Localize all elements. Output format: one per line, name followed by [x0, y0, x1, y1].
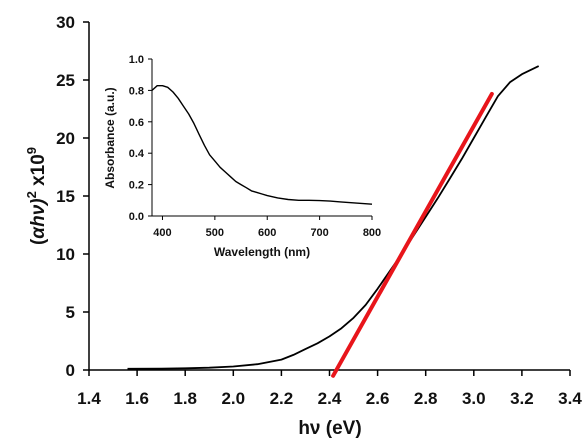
main-linear-fit-line [331, 91, 494, 378]
main-y-tick-label: 15 [56, 187, 75, 206]
inset-plot: 400 500 600 700 800 0.0 0.2 0.4 0.6 0.8 1.0 Wavel… [103, 54, 381, 259]
inset-x-tick-label: 800 [363, 227, 381, 239]
main-y-tick-label: 20 [56, 129, 75, 148]
main-x-tick-label: 2.4 [318, 389, 342, 408]
inset-y-tick-label: 0.4 [129, 148, 145, 160]
main-x-ticks: 1.4 1.6 1.8 2.0 2.2 2.4 2.6 2.8 3.0 3.2 3.4 [77, 370, 582, 408]
main-plot: 1.4 1.6 1.8 2.0 2.2 2.4 2.6 2.8 3.0 3.2 3.4 0 5 10 15… [24, 13, 582, 439]
main-x-tick-label: 3.2 [510, 389, 534, 408]
main-y-axis-title: (αhν)2 x109 [24, 147, 49, 245]
inset-series [151, 84, 373, 205]
main-x-axis-title: hν (eV) [298, 418, 361, 439]
inset-x-tick-label: 700 [310, 227, 328, 239]
main-y-ticks: 0 5 10 15 20 25 30 [56, 13, 89, 380]
main-x-tick-label: 2.6 [366, 389, 390, 408]
inset-y-ticks: 0.0 0.2 0.4 0.6 0.8 1.0 [129, 54, 152, 223]
main-series-line [127, 65, 540, 370]
inset-y-tick-label: 0.0 [129, 211, 144, 223]
inset-y-axis-title: Absorbance (a.u.) [103, 87, 117, 188]
main-x-tick-label: 3.4 [558, 389, 582, 408]
inset-x-tick-label: 400 [153, 227, 171, 239]
main-y-tick-label: 30 [56, 13, 75, 32]
inset-x-ticks: 400 500 600 700 800 [153, 216, 381, 239]
main-y-tick-label: 0 [66, 361, 75, 380]
inset-y-tick-label: 0.2 [129, 180, 144, 192]
inset-series-line [151, 84, 373, 205]
main-x-tick-label: 1.6 [125, 389, 149, 408]
main-x-tick-label: 2.0 [221, 389, 245, 408]
inset-y-tick-label: 0.8 [129, 85, 144, 97]
main-y-tick-label: 10 [56, 245, 75, 264]
main-x-tick-label: 1.8 [173, 389, 197, 408]
inset-x-tick-label: 500 [206, 227, 224, 239]
inset-x-tick-label: 600 [258, 227, 276, 239]
main-x-tick-label: 3.0 [462, 389, 486, 408]
inset-x-axis-title: Wavelength (nm) [214, 245, 310, 259]
inset-y-tick-label: 1.0 [129, 54, 144, 66]
main-series [127, 65, 540, 378]
inset-y-tick-label: 0.6 [129, 117, 144, 129]
main-x-tick-label: 2.8 [414, 389, 438, 408]
main-x-tick-label: 1.4 [77, 389, 101, 408]
main-y-tick-label: 25 [56, 71, 75, 90]
main-y-tick-label: 5 [66, 303, 75, 322]
main-x-tick-label: 2.2 [270, 389, 294, 408]
